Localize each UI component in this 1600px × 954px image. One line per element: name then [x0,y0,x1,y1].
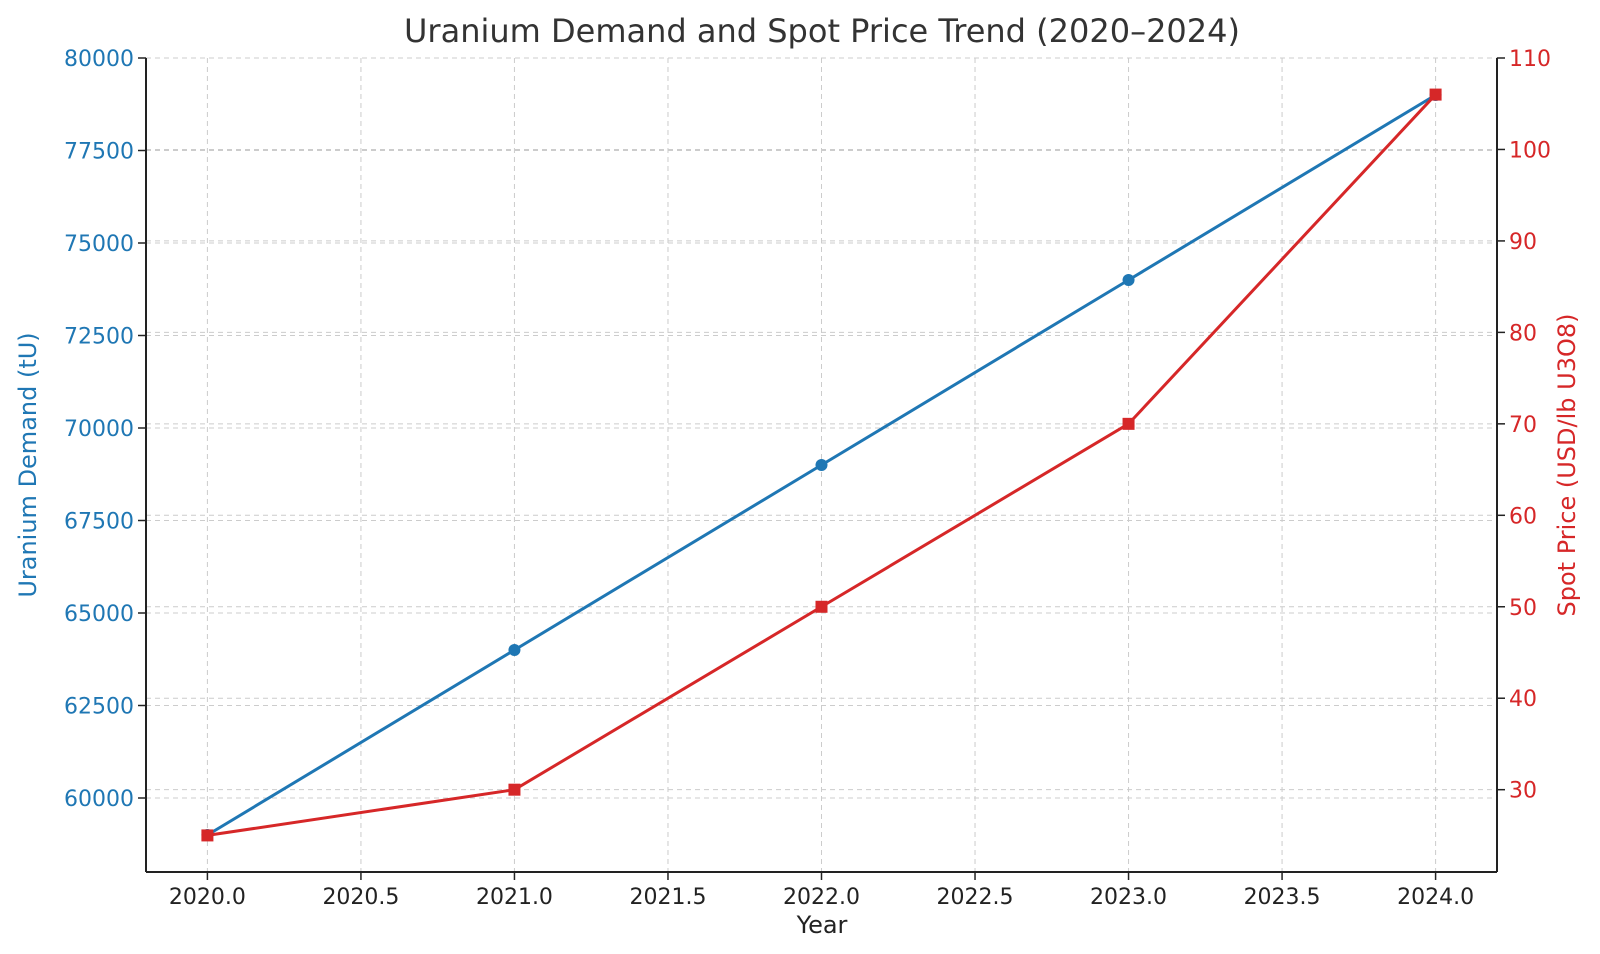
y-right-tick-label: 100 [1509,138,1551,163]
y-left-tick-label: 62500 [64,695,134,720]
series-1-point [508,644,521,656]
left-y-axis-label: Uranium Demand (tU) [14,332,42,597]
right-y-axis-label: Spot Price (USD/lb U3O8) [1553,314,1581,617]
x-tick-label: 2020.0 [169,885,246,910]
series-layer [201,88,1442,842]
y-left-tick-label: 65000 [64,602,134,627]
grid [146,57,1497,872]
y-left-tick-label: 80000 [64,47,134,72]
chart-title: Uranium Demand and Spot Price Trend (202… [404,12,1240,50]
x-tick-label: 2023.0 [1090,885,1167,910]
y-right-tick-label: 50 [1509,596,1537,621]
x-tick-label: 2021.5 [629,885,706,910]
series-1-point [1122,274,1135,286]
y-left-tick-label: 77500 [64,140,134,165]
series-2-point [508,783,521,796]
y-right-tick-label: 40 [1509,687,1537,712]
y-left-tick-label: 67500 [64,510,134,535]
y-right-tick-label: 60 [1509,504,1537,529]
y-left-tick-label: 75000 [64,232,134,257]
x-tick-label: 2022.5 [937,885,1014,910]
series-2-point [1429,88,1442,101]
y-left-tick-label: 72500 [64,325,134,350]
series-2-point [201,829,214,842]
axes: 2020.0 2020.5 2021.0 2021.5 2022.0 2022.5 2023… [64,47,1551,910]
x-axis-label: Year [796,911,848,939]
y-right-tick-label: 80 [1509,321,1537,346]
series-2-point [815,600,828,613]
y-right-tick-label: 90 [1509,230,1537,255]
y-right-tick-label: 70 [1509,413,1537,438]
y-right-tick-label: 30 [1509,779,1537,804]
y-left-tick-label: 60000 [64,787,134,812]
x-tick-label: 2022.0 [783,885,860,910]
x-tick-label: 2024.0 [1397,885,1474,910]
x-tick-label: 2023.5 [1244,885,1321,910]
y-right-tick-label: 110 [1509,47,1551,72]
x-tick-label: 2021.0 [476,885,553,910]
series-2-point [1122,417,1135,430]
x-tick-label: 2020.5 [322,885,399,910]
series-1-point [815,459,828,471]
y-left-tick-label: 70000 [64,417,134,442]
